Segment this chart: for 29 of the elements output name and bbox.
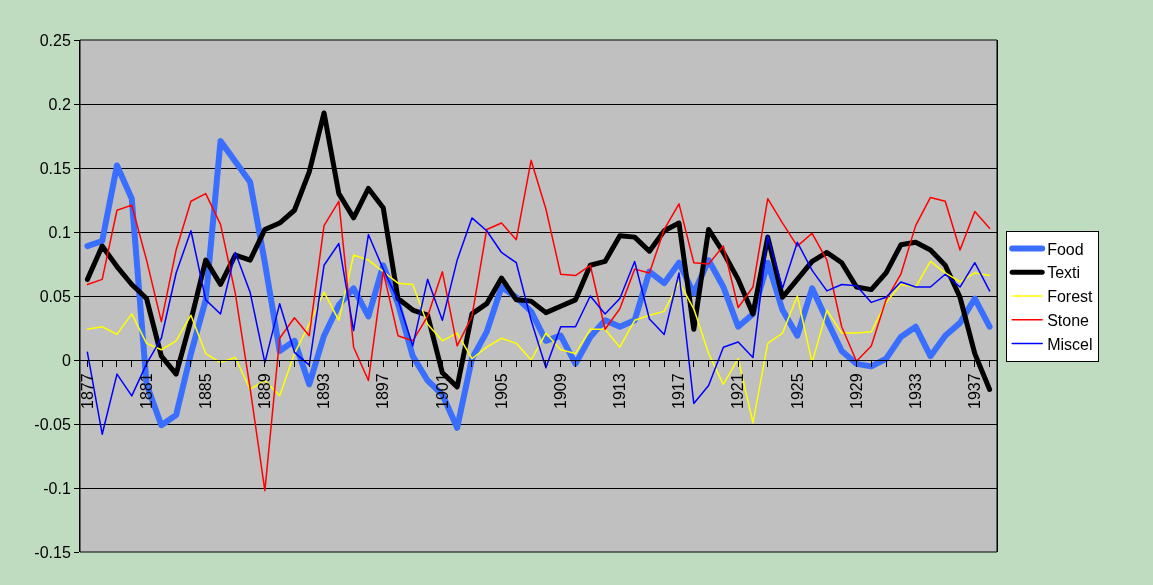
x-tick-label: 1897 (374, 373, 392, 409)
legend-label: Miscel (1047, 335, 1093, 353)
x-tick-label: 1921 (729, 373, 747, 409)
y-tick-label: 0.25 (39, 31, 71, 49)
x-tick-label: 1917 (670, 373, 688, 409)
legend-label: Stone (1047, 312, 1090, 330)
x-tick-label: 1933 (906, 373, 924, 409)
x-tick-label: 1925 (788, 373, 806, 409)
y-tick-label: 0.2 (48, 95, 71, 113)
legend-label: Forest (1047, 288, 1094, 306)
legend-label: Food (1047, 240, 1084, 258)
x-tick-label: 1909 (551, 373, 569, 409)
x-tick-label: 1877 (78, 373, 96, 409)
x-tick-label: 1913 (611, 373, 629, 409)
x-tick-label: 1893 (315, 373, 333, 409)
legend-label: Texti (1047, 264, 1081, 282)
y-tick-label: -0.15 (34, 543, 71, 561)
y-tick-label: 0.05 (39, 287, 71, 305)
y-tick-label: -0.1 (43, 479, 71, 497)
y-tick-label: -0.05 (34, 415, 71, 433)
y-tick-label: 0.15 (39, 159, 71, 177)
x-tick-label: 1905 (492, 373, 510, 409)
y-tick-label: 0.1 (48, 223, 71, 241)
x-tick-label: 1885 (196, 373, 214, 409)
x-tick-label: 1889 (256, 373, 274, 409)
x-tick-label: 1937 (966, 373, 984, 409)
x-tick-label: 1881 (137, 373, 155, 409)
y-tick-label: 0 (61, 351, 71, 369)
x-tick-label: 1929 (847, 373, 865, 409)
